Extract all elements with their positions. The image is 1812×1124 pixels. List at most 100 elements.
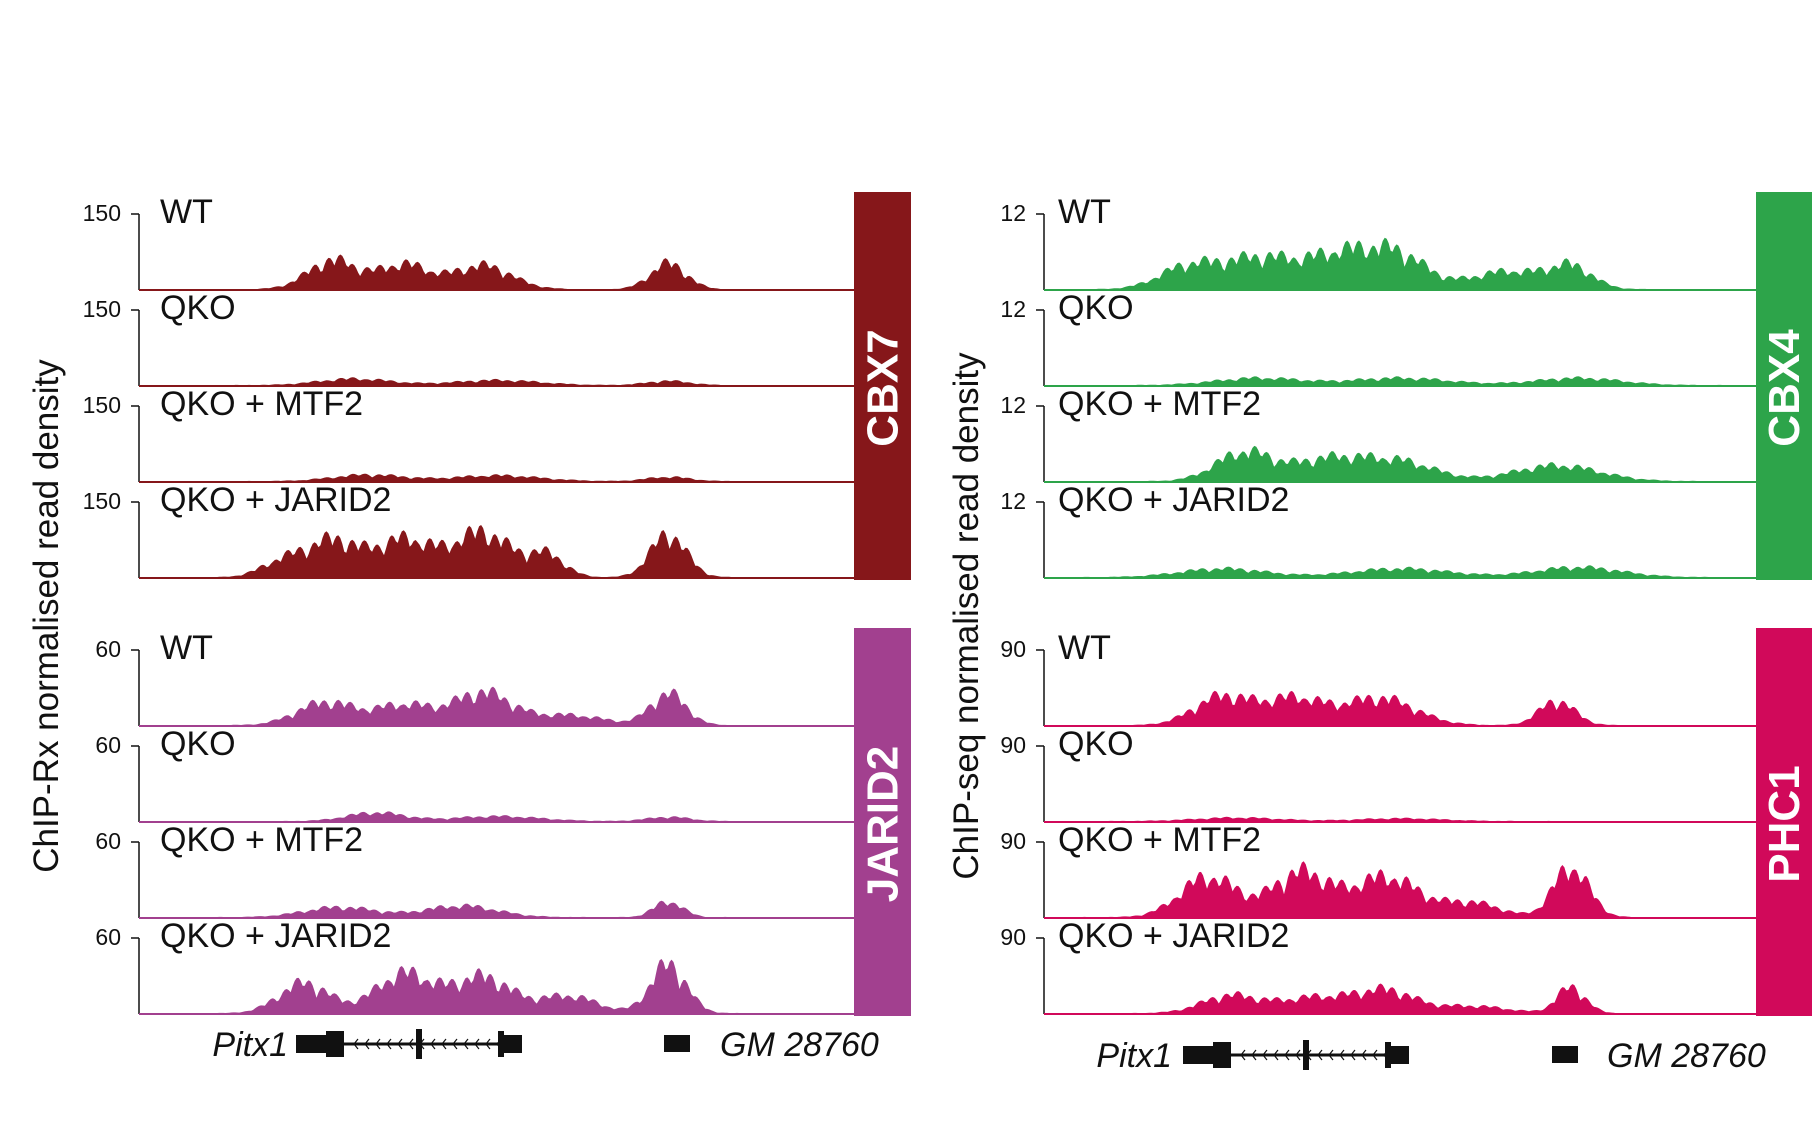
y-max-label: 90 — [1000, 828, 1026, 854]
right-y-axis-label: ChIP-seq normalised read density — [947, 352, 986, 880]
gene-label-gm28760: GM 28760 — [1607, 1037, 1766, 1075]
density-area — [140, 811, 854, 822]
track-jarid2-wt: 60 WT — [95, 629, 854, 727]
y-max-label: 90 — [1000, 924, 1026, 950]
density-area — [140, 377, 854, 386]
gene-exon-mark — [1385, 1042, 1391, 1068]
condition-label: WT — [1058, 629, 1111, 667]
strand-arrow — [1295, 1049, 1301, 1061]
condition-label: QKO — [160, 725, 236, 763]
condition-label: QKO + MTF2 — [1058, 385, 1261, 423]
gene-label-pitx1: Pitx1 — [1096, 1037, 1172, 1075]
strand-arrow — [1328, 1049, 1334, 1061]
strand-arrow — [441, 1038, 447, 1050]
track-phc1-wt: 90 WT — [1000, 629, 1756, 727]
condition-label: QKO — [1058, 289, 1134, 327]
track-cbx7-qko: 150 QKO — [83, 289, 854, 387]
density-area — [1045, 983, 1756, 1014]
condition-label: QKO + JARID2 — [1058, 917, 1289, 955]
y-max-label: 150 — [83, 296, 121, 322]
strand-arrow — [1317, 1049, 1323, 1061]
y-max-label: 150 — [83, 488, 121, 514]
protein-band-jarid2: JARID2 — [854, 628, 911, 1016]
strand-arrow — [430, 1038, 436, 1050]
strand-arrow — [463, 1038, 469, 1050]
strand-arrow — [1262, 1049, 1268, 1061]
y-max-label: 12 — [1000, 392, 1026, 418]
gene-exon-mark — [498, 1031, 504, 1057]
track-cbx4-qko: 12 QKO — [1000, 289, 1756, 387]
track-cbx7-wt: 150 WT — [83, 193, 854, 291]
band-label: CBX7 — [859, 329, 908, 446]
density-area — [1045, 816, 1756, 822]
track-phc1-qko-jarid2: 90 QKO + JARID2 — [1000, 917, 1756, 1015]
track-phc1-qko: 90 QKO — [1000, 725, 1756, 823]
y-max-label: 60 — [95, 924, 121, 950]
track-jarid2-qko: 60 QKO — [95, 725, 854, 823]
protein-band-cbx7: CBX7 — [854, 192, 911, 580]
condition-label: QKO + JARID2 — [1058, 481, 1289, 519]
strand-arrow — [1361, 1049, 1367, 1061]
gene-annotation-layer: Pitx1 GM 28760 Pitx1 GM 28760 — [212, 1026, 1765, 1075]
condition-label: QKO — [160, 289, 236, 327]
density-area — [140, 686, 854, 726]
band-label: PHC1 — [1760, 765, 1809, 882]
condition-label: QKO + MTF2 — [160, 821, 363, 859]
density-area — [1045, 376, 1756, 386]
density-area — [140, 473, 854, 482]
y-max-label: 150 — [83, 392, 121, 418]
condition-label: WT — [160, 193, 213, 231]
y-max-label: 90 — [1000, 732, 1026, 758]
strand-arrow — [1350, 1049, 1356, 1061]
condition-label: QKO + JARID2 — [160, 481, 391, 519]
condition-label: QKO + MTF2 — [1058, 821, 1261, 859]
track-cbx4-wt: 12 WT — [1000, 193, 1756, 291]
band-background — [1756, 628, 1812, 1016]
strand-arrow — [397, 1038, 403, 1050]
density-area — [140, 959, 854, 1014]
gene-exon-block — [326, 1031, 344, 1057]
band-label: JARID2 — [859, 746, 908, 903]
strand-arrow — [1339, 1049, 1345, 1061]
density-area — [140, 254, 854, 290]
strand-arrow — [364, 1038, 370, 1050]
strand-arrow — [1251, 1049, 1257, 1061]
density-area — [1045, 565, 1756, 578]
density-area — [1045, 445, 1756, 482]
gene-label-pitx1: Pitx1 — [212, 1026, 288, 1064]
protein-band-phc1: PHC1 — [1756, 628, 1812, 1016]
condition-label: QKO — [1058, 725, 1134, 763]
y-max-label: 60 — [95, 828, 121, 854]
condition-label: WT — [1058, 193, 1111, 231]
y-max-label: 12 — [1000, 296, 1026, 322]
y-max-label: 150 — [83, 200, 121, 226]
gene-utr-block — [296, 1035, 326, 1053]
gene-utr-block — [1183, 1046, 1213, 1064]
track-jarid2-qko-mtf2: 60 QKO + MTF2 — [95, 821, 854, 919]
condition-label: QKO + MTF2 — [160, 385, 363, 423]
gene-annotation-left: Pitx1 GM 28760 — [212, 1026, 878, 1064]
gene-annotation-right: Pitx1 GM 28760 — [1096, 1037, 1765, 1075]
condition-label: QKO + JARID2 — [160, 917, 391, 955]
left-y-axis-label: ChIP-Rx normalised read density — [27, 359, 66, 873]
density-area — [1045, 690, 1756, 726]
gene-exon-mark — [416, 1029, 422, 1059]
strand-arrow — [353, 1038, 359, 1050]
gene-exon-block — [1213, 1042, 1231, 1068]
density-area — [1045, 861, 1756, 918]
track-cbx7-qko-mtf2: 150 QKO + MTF2 — [83, 385, 854, 483]
strand-arrow — [375, 1038, 381, 1050]
protein-bands-layer: CBX7 JARID2 CBX4 PHC1 — [854, 192, 1812, 1016]
strand-arrow — [474, 1038, 480, 1050]
track-cbx7-qko-jarid2: 150 QKO + JARID2 — [83, 481, 854, 579]
strand-arrow — [386, 1038, 392, 1050]
band-label: CBX4 — [1760, 329, 1809, 447]
protein-band-cbx4: CBX4 — [1756, 192, 1812, 580]
track-cbx4-qko-mtf2: 12 QKO + MTF2 — [1000, 385, 1756, 483]
gene-label-gm28760: GM 28760 — [720, 1026, 879, 1064]
y-max-label: 90 — [1000, 636, 1026, 662]
strand-arrow — [452, 1038, 458, 1050]
band-background — [1756, 192, 1812, 580]
